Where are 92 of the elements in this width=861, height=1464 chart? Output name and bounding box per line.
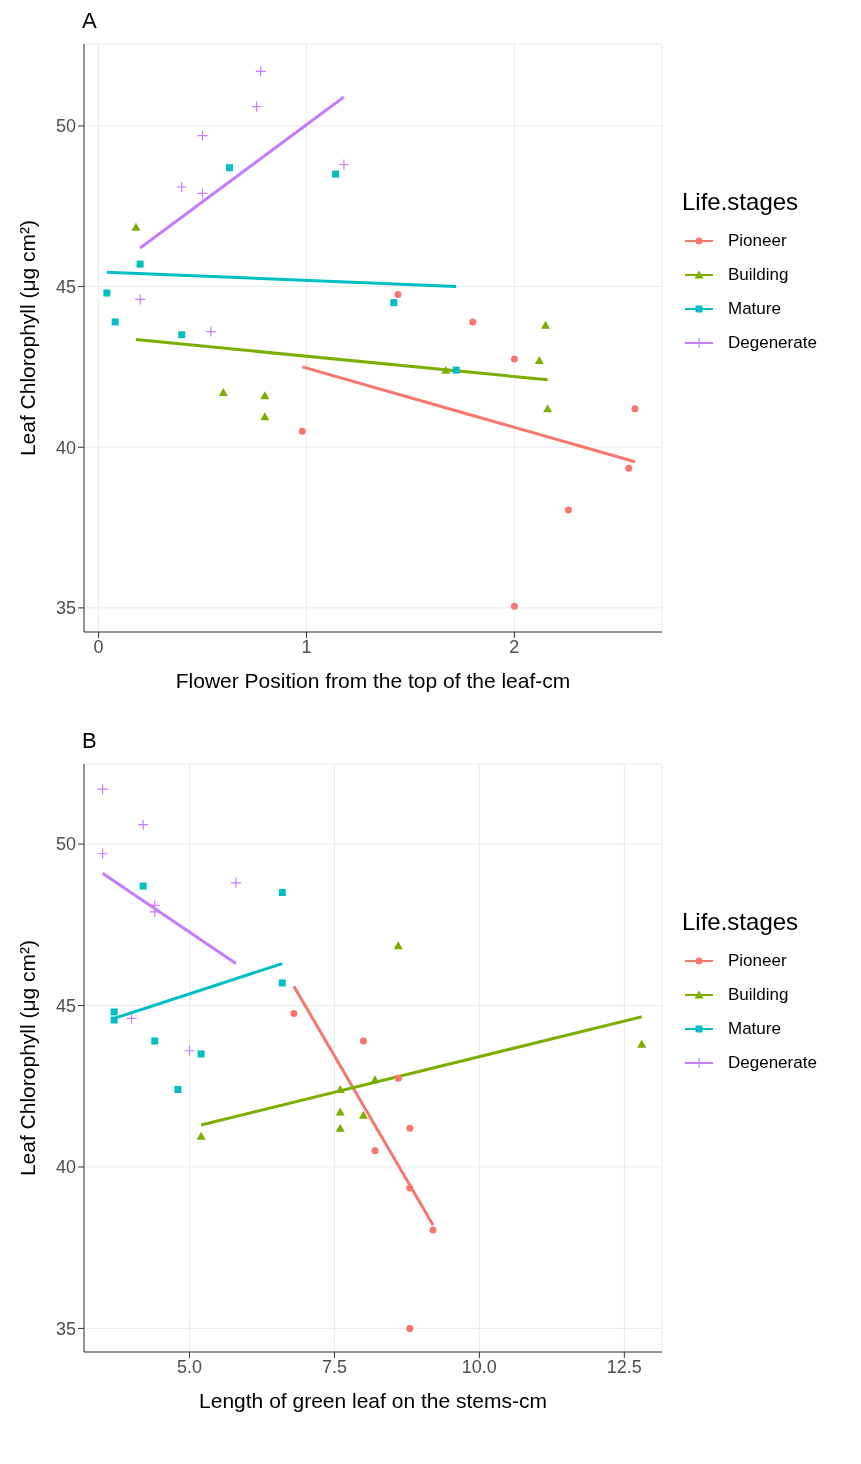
point [637, 1039, 647, 1048]
point [96, 848, 109, 860]
point [176, 181, 188, 193]
legend-label: Degenerate [728, 1053, 817, 1073]
point [134, 293, 146, 306]
legend-label: Pioneer [728, 231, 787, 251]
point [510, 602, 518, 610]
legend-label: Mature [728, 299, 781, 319]
y-tick-label: 45 [55, 995, 76, 1016]
point [96, 783, 109, 795]
x-tick-label: 5.0 [177, 1356, 203, 1377]
point [260, 391, 270, 400]
point [541, 320, 551, 329]
y-tick-label: 35 [55, 1318, 76, 1339]
point [218, 388, 228, 397]
point [110, 1008, 118, 1016]
y-tick-label: 50 [55, 834, 76, 855]
point [250, 101, 263, 113]
y-tick-label: 35 [55, 598, 76, 619]
point [183, 1045, 196, 1057]
x-tick-label: 1 [301, 636, 312, 657]
point [338, 158, 350, 171]
point [174, 1085, 182, 1093]
y-tick-label: 40 [55, 437, 76, 458]
point [196, 129, 209, 142]
x-tick-label: 0 [93, 636, 104, 657]
point [406, 1324, 414, 1332]
legend-label: Building [728, 265, 789, 285]
point [441, 365, 451, 374]
point [205, 325, 217, 338]
point [359, 1037, 367, 1045]
x-tick-label: 12.5 [606, 1356, 642, 1377]
point [452, 366, 460, 374]
point [394, 1074, 402, 1082]
point [137, 819, 149, 831]
y-tick-label: 50 [55, 116, 76, 137]
x-axis-title: Length of green leaf on the stems-cm [199, 1389, 547, 1412]
point [230, 877, 242, 889]
legend-label: Degenerate [728, 333, 817, 353]
point [335, 1107, 345, 1116]
legend-title: Life.stages [682, 188, 800, 216]
point [131, 222, 141, 231]
point [197, 1050, 205, 1058]
x-axis-title: Flower Position from the top of the leaf-cm [175, 669, 571, 692]
point [110, 1016, 118, 1024]
point [332, 170, 340, 178]
y-axis-title: Leaf Chlorophyll (μg cm²) [16, 219, 40, 457]
point [151, 1037, 159, 1045]
point [178, 331, 186, 339]
point [139, 882, 147, 890]
point [196, 1131, 206, 1140]
point [136, 260, 144, 268]
x-tick-label: 7.5 [321, 1356, 347, 1377]
point [543, 404, 553, 413]
point [390, 299, 398, 307]
x-tick-label: 10.0 [461, 1356, 497, 1377]
point [298, 427, 306, 435]
point [125, 1012, 138, 1025]
chart-title: B [82, 728, 97, 754]
point [260, 412, 270, 421]
x-tick-label: 2 [509, 636, 520, 657]
y-tick-label: 40 [55, 1157, 76, 1178]
point [469, 318, 477, 326]
point [564, 506, 572, 514]
point [394, 291, 402, 299]
point [196, 187, 209, 200]
point [335, 1123, 345, 1132]
point [393, 941, 403, 950]
point [534, 355, 544, 364]
point [429, 1226, 437, 1234]
point [278, 979, 286, 987]
legend-label: Mature [728, 1019, 781, 1039]
point [371, 1147, 379, 1155]
point [406, 1124, 414, 1132]
point [226, 164, 234, 172]
y-axis-title: Leaf Chlorophyll (μg cm²) [16, 939, 40, 1177]
point [510, 355, 518, 363]
point [290, 1010, 298, 1018]
point [111, 318, 119, 326]
legend-label: Pioneer [728, 951, 787, 971]
chart-title: A [82, 8, 97, 34]
y-tick-label: 45 [55, 276, 76, 297]
point [370, 1075, 380, 1084]
point [255, 65, 267, 77]
point [406, 1184, 414, 1192]
point [358, 1110, 368, 1119]
point [278, 889, 286, 897]
legend-title: Life.stages [682, 908, 800, 936]
point [631, 405, 639, 413]
point [103, 289, 111, 297]
point [625, 464, 633, 472]
legend-label: Building [728, 985, 789, 1005]
